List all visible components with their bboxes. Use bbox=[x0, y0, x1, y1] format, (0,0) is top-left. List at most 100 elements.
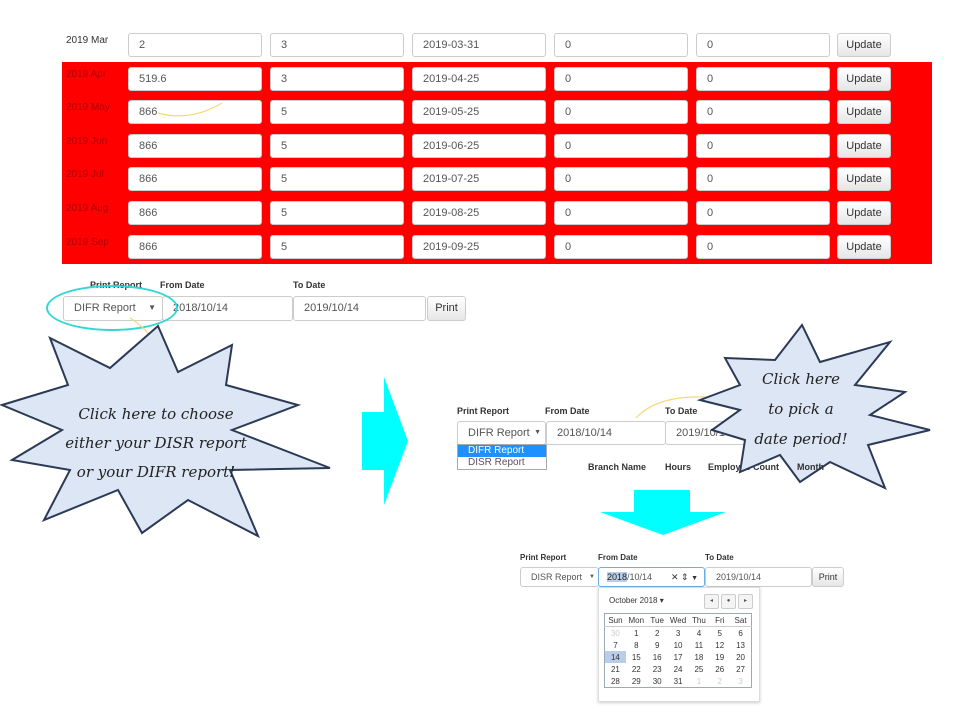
row-input[interactable]: 2019-06-25 bbox=[412, 133, 546, 158]
row-input[interactable]: 0 bbox=[696, 167, 830, 192]
row-input[interactable]: 0 bbox=[554, 100, 688, 125]
row-input[interactable]: 0 bbox=[554, 167, 688, 192]
calendar-day[interactable]: 3 bbox=[738, 676, 743, 686]
row-input[interactable]: 2 bbox=[128, 33, 262, 57]
calendar-day[interactable]: 17 bbox=[673, 652, 683, 662]
report-select-value: DISR Report bbox=[531, 572, 583, 582]
left-callout-starburst bbox=[0, 324, 331, 539]
prev-month-button[interactable]: ◂ bbox=[704, 594, 719, 609]
calendar-day[interactable]: 2 bbox=[717, 676, 722, 686]
row-input[interactable]: 2019-05-25 bbox=[412, 100, 546, 125]
calendar-day[interactable]: 29 bbox=[631, 676, 641, 686]
option-disr[interactable]: DISR Report bbox=[468, 457, 525, 468]
print-button[interactable]: Print bbox=[427, 296, 466, 321]
row-input[interactable]: 0 bbox=[696, 33, 830, 57]
row-input[interactable]: 0 bbox=[554, 66, 688, 91]
report-select-3[interactable]: DISR Report ▼ bbox=[520, 567, 599, 587]
option-difr[interactable]: DIFR Report bbox=[458, 445, 546, 457]
row-input[interactable]: 866 bbox=[128, 100, 262, 125]
row-input[interactable]: 5 bbox=[270, 167, 404, 192]
row-input[interactable]: 0 bbox=[554, 133, 688, 158]
calendar-day[interactable]: 25 bbox=[694, 664, 704, 674]
calendar-day[interactable]: 1 bbox=[634, 628, 639, 638]
calendar-day[interactable]: 26 bbox=[715, 664, 725, 674]
row-input[interactable]: 0 bbox=[696, 133, 830, 158]
clear-icon[interactable]: ✕ bbox=[670, 572, 679, 582]
update-button[interactable]: Update bbox=[837, 66, 891, 91]
from-date-input-2[interactable]: 2018/10/14 bbox=[546, 421, 666, 445]
calendar-day[interactable]: 10 bbox=[673, 640, 683, 650]
row-input[interactable]: 866 bbox=[128, 234, 262, 259]
calendar-day[interactable]: 19 bbox=[715, 652, 725, 662]
update-button[interactable]: Update bbox=[837, 201, 891, 225]
update-button[interactable]: Update bbox=[837, 33, 891, 57]
to-date-input-3[interactable]: 2019/10/14 bbox=[705, 567, 812, 587]
weekday-header: Tue bbox=[646, 613, 668, 627]
calendar-day[interactable]: 30 bbox=[610, 628, 620, 638]
calendar-day[interactable]: 11 bbox=[694, 640, 704, 650]
row-input[interactable]: 2019-08-25 bbox=[412, 201, 546, 225]
calendar-day[interactable]: 30 bbox=[652, 676, 662, 686]
spinner-icon[interactable]: ⇕ bbox=[681, 572, 689, 582]
calendar-day[interactable]: 24 bbox=[673, 664, 683, 674]
update-button[interactable]: Update bbox=[837, 133, 891, 158]
calendar-day[interactable]: 2 bbox=[654, 628, 660, 638]
update-button[interactable]: Update bbox=[837, 100, 891, 125]
calendar-day[interactable]: 21 bbox=[610, 664, 620, 674]
row-input[interactable]: 0 bbox=[554, 234, 688, 259]
calendar-day[interactable]: 8 bbox=[634, 640, 639, 650]
to-date-input[interactable]: 2019/10/14 bbox=[293, 296, 426, 321]
update-button[interactable]: Update bbox=[837, 234, 891, 259]
print-button-3[interactable]: Print bbox=[812, 567, 844, 587]
weekday-header: Sat bbox=[730, 613, 752, 627]
row-input[interactable]: 2019-07-25 bbox=[412, 167, 546, 192]
row-input[interactable]: 2019-04-25 bbox=[412, 66, 546, 91]
row-input[interactable]: 0 bbox=[696, 201, 830, 225]
calendar-day[interactable]: 4 bbox=[696, 628, 702, 638]
calendar-day[interactable]: 3 bbox=[675, 628, 681, 638]
row-input[interactable]: 0 bbox=[554, 201, 688, 225]
row-input[interactable]: 519.6 bbox=[128, 66, 262, 91]
calendar-day[interactable]: 31 bbox=[673, 676, 683, 686]
calendar-toggle-icon[interactable]: ▼ bbox=[691, 575, 698, 582]
row-input[interactable]: 5 bbox=[270, 201, 404, 225]
row-input[interactable]: 866 bbox=[128, 167, 262, 192]
update-button[interactable]: Update bbox=[837, 167, 891, 192]
next-month-button[interactable]: ▸ bbox=[738, 594, 753, 609]
calendar-day[interactable]: 9 bbox=[654, 640, 660, 650]
calendar-day[interactable]: 1 bbox=[696, 676, 702, 686]
calendar-day[interactable]: 20 bbox=[736, 652, 746, 662]
from-date-input-3[interactable]: 2018/10/14 ✕ ⇕ ▼ bbox=[598, 567, 705, 587]
from-date-input[interactable]: 2018/10/14 bbox=[162, 296, 293, 321]
left-callout-text: Click here to choose either your DISR rep… bbox=[65, 405, 247, 481]
calendar-day[interactable]: 5 bbox=[717, 628, 722, 638]
row-input[interactable]: 0 bbox=[696, 100, 830, 125]
row-input[interactable]: 0 bbox=[696, 66, 830, 91]
today-button[interactable]: ● bbox=[721, 594, 736, 609]
calendar-day[interactable]: 7 bbox=[613, 640, 618, 650]
calendar-day[interactable]: 15 bbox=[631, 652, 641, 662]
row-input[interactable]: 5 bbox=[270, 133, 404, 158]
row-input[interactable]: 5 bbox=[270, 234, 404, 259]
row-input[interactable]: 5 bbox=[270, 100, 404, 125]
row-input[interactable]: 0 bbox=[696, 234, 830, 259]
caret-down-icon: ▼ bbox=[589, 574, 595, 580]
row-input[interactable]: 866 bbox=[128, 201, 262, 225]
row-input[interactable]: 2019-09-25 bbox=[412, 234, 546, 259]
row-input[interactable]: 3 bbox=[270, 66, 404, 91]
row-input[interactable]: 3 bbox=[270, 33, 404, 57]
row-input[interactable]: 0 bbox=[554, 33, 688, 57]
calendar-day[interactable]: 27 bbox=[736, 664, 746, 674]
calendar-day[interactable]: 28 bbox=[610, 676, 620, 686]
row-input[interactable]: 2019-03-31 bbox=[412, 33, 546, 57]
calendar-day[interactable]: 13 bbox=[736, 640, 746, 650]
calendar-day[interactable]: 12 bbox=[715, 640, 725, 650]
calendar-day[interactable]: 14 bbox=[604, 651, 626, 663]
calendar-day[interactable]: 16 bbox=[652, 652, 662, 662]
calendar-day[interactable]: 18 bbox=[694, 652, 704, 662]
calendar-day[interactable]: 6 bbox=[738, 628, 743, 638]
calendar-day[interactable]: 22 bbox=[631, 664, 641, 674]
month-year-selector[interactable]: October 2018 ▾ bbox=[609, 596, 664, 605]
calendar-day[interactable]: 23 bbox=[652, 664, 662, 674]
row-input[interactable]: 866 bbox=[128, 133, 262, 158]
